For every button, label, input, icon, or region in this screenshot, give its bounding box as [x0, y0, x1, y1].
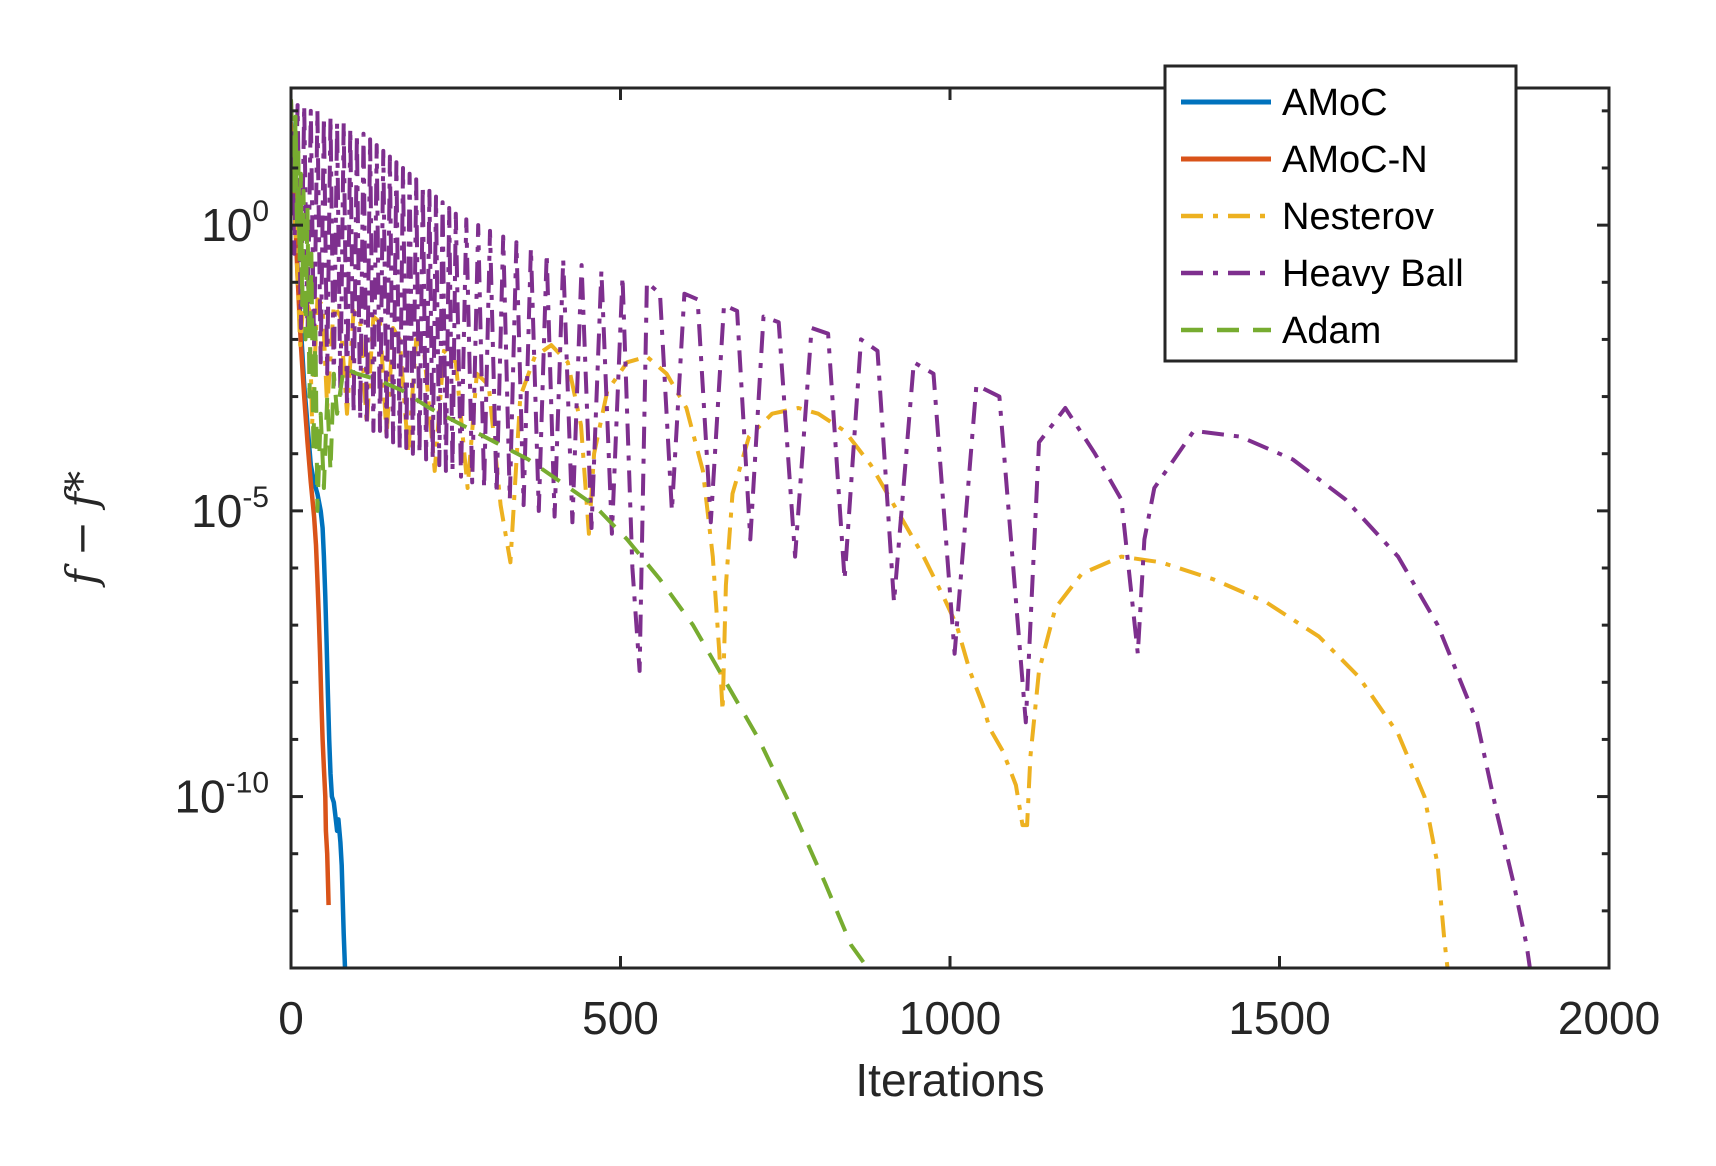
legend-box [1163, 64, 1518, 363]
legend: AMoC AMoC-N Nesterov Heavy Ball Adam [1163, 64, 1518, 363]
x-tick-label: 500 [582, 992, 659, 1044]
y-tick-label: 10-5 [191, 481, 269, 537]
y-tick-label: 10-10 [174, 767, 269, 823]
y-axis-label: f − f* [57, 471, 106, 588]
series-line-2 [291, 122, 1450, 968]
x-tick-label: 0 [278, 992, 304, 1044]
legend-label: AMoC-N [1282, 139, 1428, 181]
plot-lines [291, 99, 1532, 968]
y-tick-labels: 100 10-5 10-10 [174, 195, 269, 822]
legend-label: Adam [1282, 310, 1381, 352]
legend-label: Heavy Ball [1282, 253, 1464, 295]
x-tick-labels: 0 500 1000 1500 2000 [278, 992, 1660, 1044]
legend-label: Nesterov [1282, 196, 1434, 238]
series-line-4 [291, 99, 870, 968]
series-line-3 [291, 99, 1532, 968]
axes-box [289, 86, 1611, 970]
x-tick-label: 1000 [899, 992, 1001, 1044]
x-tick-label: 1500 [1228, 992, 1330, 1044]
x-axis-label: Iterations [855, 1054, 1044, 1106]
legend-label: AMoC [1282, 82, 1388, 124]
y-tick-label: 100 [201, 195, 269, 251]
x-tick-label: 2000 [1558, 992, 1660, 1044]
